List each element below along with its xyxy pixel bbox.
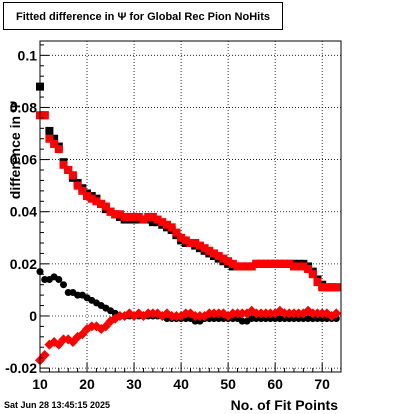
data-point-square-s2 xyxy=(261,259,270,268)
data-point-square-s1 xyxy=(45,126,54,135)
data-point-square-s2 xyxy=(271,259,280,268)
data-point-square-s2 xyxy=(172,228,181,237)
data-point-square-s2 xyxy=(54,145,63,154)
y-axis-title: difference in Ψ xyxy=(7,101,23,199)
y-tick-label: 0.06 xyxy=(10,152,37,168)
data-point-square-s2 xyxy=(224,257,233,266)
x-tick-label: 60 xyxy=(267,376,283,392)
data-point-circle-s3 xyxy=(55,275,63,283)
data-point-square-s2 xyxy=(252,259,261,268)
data-point-square-s2 xyxy=(101,202,110,211)
data-point-square-s2 xyxy=(308,270,317,279)
data-point-square-s2 xyxy=(144,212,153,221)
date-stamp: Sat Jun 28 13:45:15 2025 xyxy=(4,400,111,410)
x-tick-label: 10 xyxy=(32,376,48,392)
data-point-square-s2 xyxy=(200,244,209,253)
chart-title: Fitted difference in Ψ for Global Rec Pi… xyxy=(16,11,270,23)
data-point-square-s2 xyxy=(228,259,237,268)
data-point-square-s2 xyxy=(205,246,214,255)
data-point-square-s2 xyxy=(294,262,303,271)
data-point-square-s2 xyxy=(181,236,190,245)
data-point-square-s2 xyxy=(289,262,298,271)
axes: 10 20 30 40 50 60 70 -0.02 0 0.02 0.04 0.06 0.08 0.1 xyxy=(5,40,342,392)
y-tick-label: 0.02 xyxy=(10,256,37,272)
data-point-square-s2 xyxy=(158,218,167,227)
x-axis-title: No. of Fit Points xyxy=(231,397,339,413)
y-tick-label: 0.04 xyxy=(10,204,37,220)
data-point-square-s2 xyxy=(332,283,341,292)
x-tick-label: 20 xyxy=(79,376,95,392)
data-point-square-s2 xyxy=(242,262,251,271)
data-point-square-s2 xyxy=(304,265,313,274)
data-point-square-s2 xyxy=(59,160,68,169)
data-point-square-s2 xyxy=(266,259,275,268)
data-point-square-s2 xyxy=(318,283,327,292)
data-point-diamond-s4 xyxy=(331,308,342,319)
x-tick-label: 50 xyxy=(220,376,236,392)
data-point-square-s2 xyxy=(78,186,87,195)
data-point-square-s2 xyxy=(106,207,115,216)
data-point-square-s2 xyxy=(139,215,148,224)
data-point-square-s2 xyxy=(195,241,204,250)
x-tick-label: 70 xyxy=(314,376,330,392)
data-point-square-s2 xyxy=(275,259,284,268)
data-point-square-s2 xyxy=(247,262,256,271)
x-tick-label: 30 xyxy=(126,376,142,392)
data-point-square-s2 xyxy=(162,220,171,229)
data-series xyxy=(35,82,342,366)
data-point-square-s2 xyxy=(50,139,59,148)
data-point-square-s2 xyxy=(177,233,186,242)
data-point-square-s2 xyxy=(313,278,322,287)
data-point-square-s2 xyxy=(64,166,73,175)
data-point-square-s2 xyxy=(68,171,77,180)
data-point-square-s2 xyxy=(214,252,223,261)
data-point-square-s2 xyxy=(210,249,219,258)
data-point-square-s2 xyxy=(167,223,176,232)
x-tick-label: 40 xyxy=(173,376,189,392)
data-point-square-s2 xyxy=(120,212,129,221)
data-point-square-s1 xyxy=(148,218,157,227)
data-point-square-s2 xyxy=(115,210,124,219)
data-point-square-s2 xyxy=(186,238,195,247)
data-point-square-s2 xyxy=(219,254,228,263)
data-point-square-s2 xyxy=(73,181,82,190)
data-point-square-s2 xyxy=(285,259,294,268)
data-point-square-s2 xyxy=(191,238,200,247)
data-point-square-s2 xyxy=(134,212,143,221)
data-point-square-s2 xyxy=(83,192,92,201)
data-point-square-s2 xyxy=(92,197,101,206)
data-point-square-s2 xyxy=(111,210,120,219)
data-point-circle-s3 xyxy=(60,281,68,289)
data-point-square-s2 xyxy=(45,134,54,143)
data-point-square-s2 xyxy=(280,259,289,268)
data-point-square-s2 xyxy=(153,215,162,224)
y-tick-label: 0.1 xyxy=(18,47,38,63)
y-tick-label: -0.02 xyxy=(5,360,37,376)
data-point-square-s2 xyxy=(125,212,134,221)
y-tick-label: 0 xyxy=(29,308,37,324)
data-point-square-s2 xyxy=(322,283,331,292)
data-point-square-s2 xyxy=(87,194,96,203)
grid-lines xyxy=(39,41,341,372)
data-point-square-s2 xyxy=(97,199,106,208)
data-point-square-s2 xyxy=(299,262,308,271)
data-point-square-s1 xyxy=(50,134,59,143)
title-box: Fitted difference in Ψ for Global Rec Pi… xyxy=(3,2,283,30)
data-point-square-s2 xyxy=(257,259,266,268)
data-point-square-s2 xyxy=(327,283,336,292)
plot-area xyxy=(40,41,341,372)
data-point-square-s2 xyxy=(148,212,157,221)
data-point-square-s2 xyxy=(238,262,247,271)
data-point-square-s2 xyxy=(40,111,49,120)
y-tick-label: 0.08 xyxy=(10,99,37,115)
data-point-square-s2 xyxy=(130,212,139,221)
data-point-square-s2 xyxy=(233,262,242,271)
